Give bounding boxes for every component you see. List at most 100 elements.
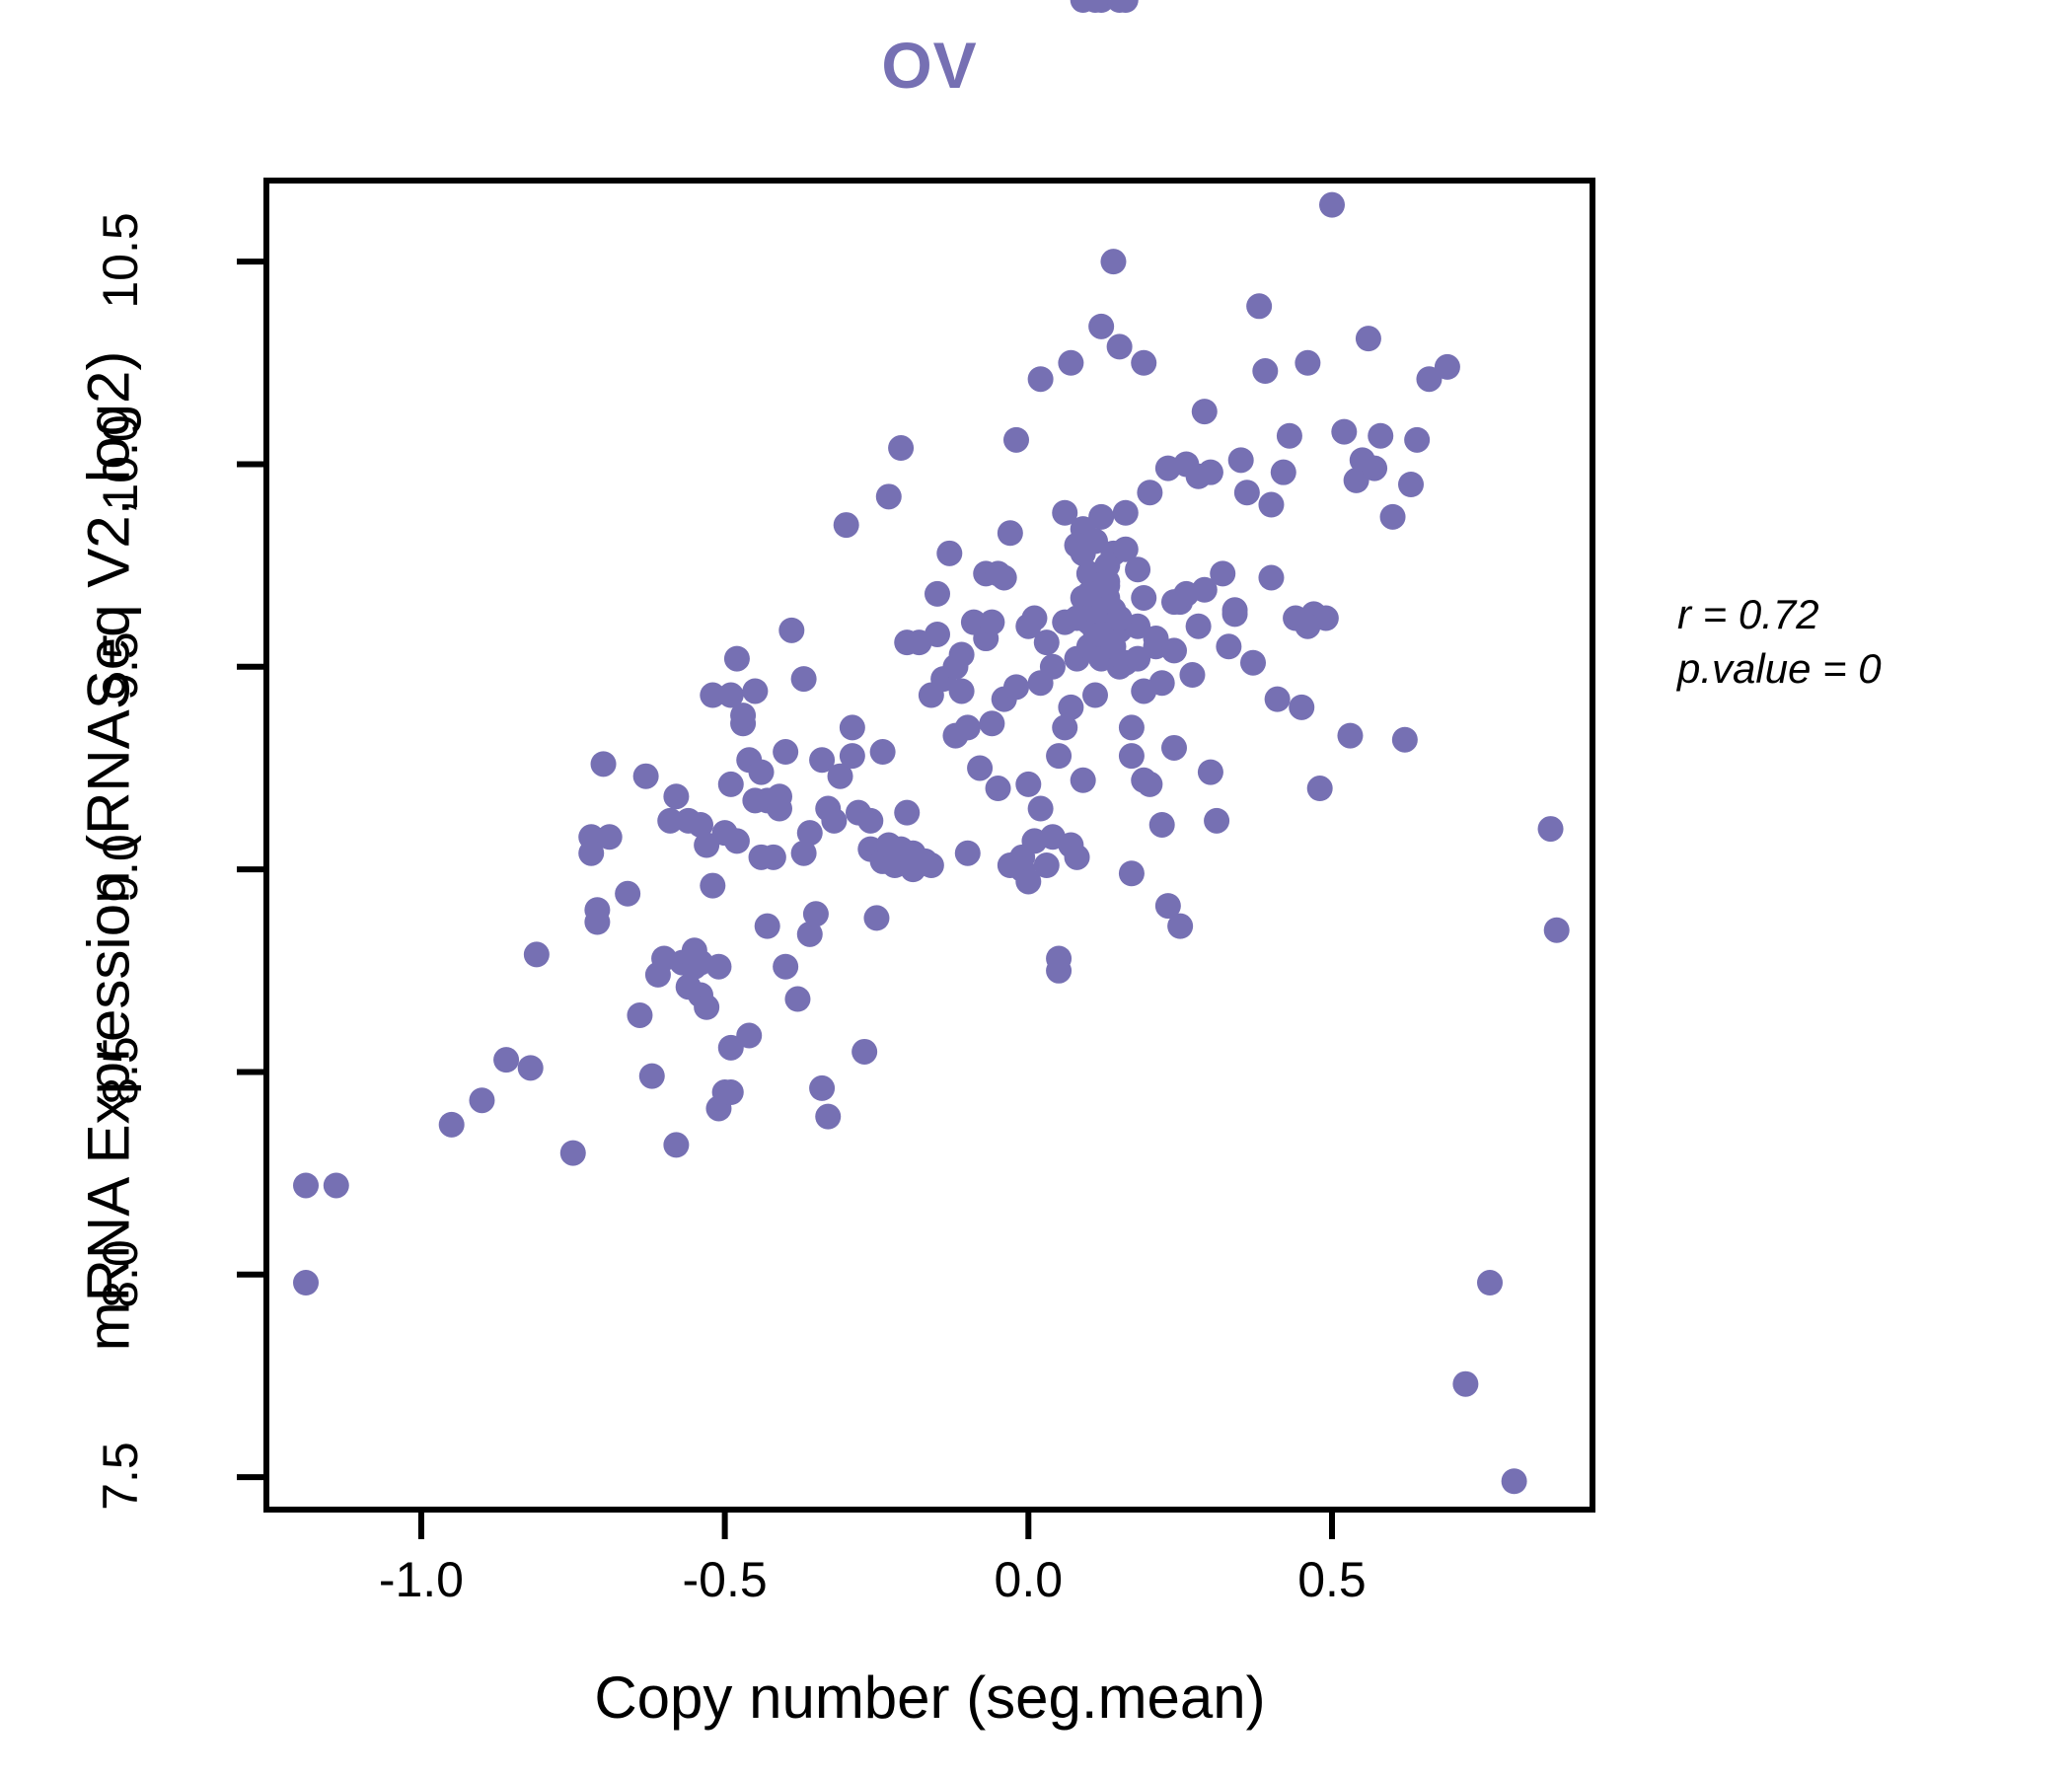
data-point (293, 1172, 319, 1199)
data-point (839, 714, 865, 741)
data-point (1258, 491, 1285, 518)
x-tick-label: 0.5 (1297, 1552, 1367, 1607)
data-point (1003, 426, 1029, 453)
data-point (869, 739, 896, 766)
data-point (1185, 613, 1212, 639)
data-point (438, 1111, 465, 1138)
data-point (827, 763, 853, 789)
p-value-text: p.value = 0 (1677, 644, 1882, 692)
data-point (1233, 480, 1260, 506)
data-point (857, 807, 884, 834)
data-point (1161, 734, 1187, 761)
data-point (979, 609, 1005, 635)
data-point (954, 840, 981, 866)
data-point (1210, 560, 1236, 587)
data-point (1112, 499, 1139, 526)
data-point (767, 795, 792, 822)
data-point (694, 832, 720, 858)
data-point (1112, 536, 1139, 562)
data-point (773, 953, 799, 980)
data-point (717, 682, 744, 708)
data-point (1100, 633, 1127, 660)
data-point (875, 483, 902, 510)
data-point (723, 645, 750, 672)
data-point (627, 1001, 653, 1028)
data-point (821, 807, 848, 834)
data-point (1434, 353, 1460, 380)
data-point (851, 1038, 878, 1065)
data-point (1452, 1370, 1479, 1397)
data-point (1331, 418, 1358, 445)
data-point (717, 771, 744, 797)
data-point (1337, 722, 1364, 749)
data-point (1046, 957, 1073, 984)
data-point (1295, 349, 1321, 376)
data-point (1537, 816, 1564, 843)
data-point (936, 540, 963, 566)
data-point (796, 820, 823, 847)
data-point (833, 512, 859, 539)
data-point (991, 564, 1017, 591)
data-point (1131, 584, 1157, 611)
data-point (1398, 472, 1424, 497)
data-point (1075, 580, 1102, 607)
data-point (1106, 333, 1133, 360)
y-tick-label: 8.5 (93, 1036, 148, 1106)
data-point (1015, 771, 1042, 797)
data-point (967, 755, 994, 781)
data-point (1416, 366, 1443, 393)
data-point (1404, 426, 1431, 453)
data-point (717, 1079, 744, 1106)
x-tick-label: -0.5 (682, 1552, 768, 1607)
data-point (894, 799, 921, 826)
axis-ticks (237, 259, 1335, 1539)
data-point (1179, 662, 1206, 689)
y-tick-label: 7.5 (93, 1442, 148, 1511)
data-point (632, 763, 659, 789)
data-point (1003, 674, 1029, 701)
data-point (748, 759, 775, 785)
data-point (1191, 576, 1218, 603)
data-point (888, 435, 915, 462)
data-point (1319, 191, 1345, 218)
data-point (1118, 714, 1145, 741)
data-points-group (293, 0, 1570, 1495)
data-point (663, 1132, 690, 1158)
data-point (578, 840, 605, 866)
data-point (1246, 293, 1273, 320)
data-point (742, 678, 769, 704)
data-point (1391, 726, 1418, 753)
data-point (925, 580, 950, 607)
data-point (1270, 459, 1296, 485)
plot-frame (263, 178, 1595, 1513)
data-point (1058, 349, 1084, 376)
data-point (1355, 326, 1381, 352)
data-point (1118, 743, 1145, 770)
data-point (1052, 714, 1078, 741)
data-point (1027, 795, 1054, 822)
data-point (748, 844, 775, 870)
data-point (293, 1270, 319, 1296)
data-point (778, 617, 805, 643)
data-point (948, 641, 975, 668)
data-point (493, 1047, 520, 1073)
correlation-annotation: r = 0.72 p.value = 0 (1677, 588, 1882, 696)
data-point (1046, 743, 1073, 770)
data-point (1131, 349, 1157, 376)
data-point (802, 901, 829, 927)
data-point (1118, 860, 1145, 887)
data-point (809, 747, 836, 774)
data-point (1148, 811, 1175, 838)
data-point (925, 621, 950, 647)
data-point (705, 953, 732, 980)
data-point (1295, 613, 1321, 639)
data-point (1027, 366, 1054, 393)
data-point (1021, 605, 1048, 631)
data-point (1052, 499, 1078, 526)
data-point (1033, 852, 1060, 879)
data-point (1094, 568, 1121, 595)
data-point (1064, 844, 1090, 870)
data-point (1289, 694, 1315, 720)
data-point (918, 852, 944, 879)
